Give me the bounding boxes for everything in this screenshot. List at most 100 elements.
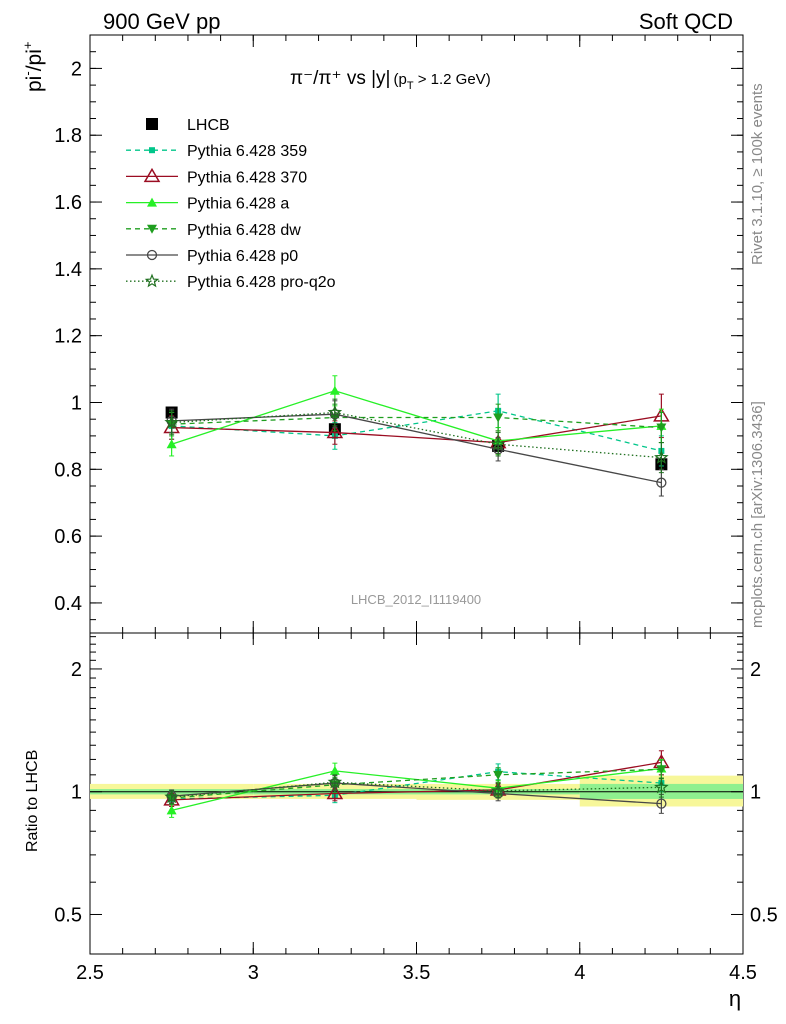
series-line: [171, 410, 662, 452]
ratio-data-point: [329, 765, 340, 775]
data-point: [329, 385, 340, 395]
ratio-y-tick-label-left: 1: [71, 782, 82, 804]
data-point: [654, 449, 669, 464]
ratio-y-tick-label-left: 0.5: [54, 904, 82, 926]
data-point: [490, 436, 506, 451]
rivet-label: Rivet 3.1.10, ≥ 100k events: [749, 83, 766, 265]
legend-marker: [144, 273, 160, 288]
legend-entry-pythia-6-428-dw: Pythia 6.428 dw: [126, 222, 301, 239]
legend-marker: [146, 118, 158, 130]
legend-marker: [147, 197, 157, 207]
ratio-data-point: [493, 770, 504, 780]
ratio-data-point: [656, 765, 667, 775]
data-point: [493, 413, 504, 423]
main-data: [163, 375, 670, 497]
main-title-cut: (p: [393, 71, 406, 88]
main-title-main: π⁻/π⁺ vs |y|: [290, 68, 390, 89]
main-title: π⁻/π⁺ vs |y| (pT > 1.2 GeV): [290, 68, 491, 92]
y-tick-label: 1: [71, 392, 82, 414]
legend-marker: [143, 167, 161, 183]
legend-label: Pythia 6.428 dw: [187, 222, 301, 239]
data-point: [326, 424, 344, 439]
legend-label: Pythia 6.428 370: [187, 169, 307, 186]
header-left: 900 GeV pp: [103, 9, 220, 34]
ratio-panel: 0.5 0.5 1 1 2 2 2.5 3 3.5 4 4.5 Ratio to LHCB η: [24, 632, 778, 1011]
main-panel: 0.4 0.6 0.8 1 1.2 1.4 1.6 1.8 2 LHCB_2012_I11194…: [20, 34, 744, 634]
ratio-series-line: [171, 781, 662, 798]
series-pythia-6-428-p0: [166, 400, 667, 497]
legend-entry-pythia-6-428-a: Pythia 6.428 a: [126, 196, 289, 213]
y-tick-label: 2: [71, 58, 82, 80]
legend-label: Pythia 6.428 a: [187, 196, 289, 213]
ratio-data-point: [326, 785, 344, 800]
series-pythia-6-428-370: [163, 393, 670, 455]
legend-entry-pythia-6-428-p0: Pythia 6.428 p0: [126, 248, 298, 265]
ratio-data-point: [164, 789, 179, 804]
ratio-ticks: 0.5 0.5 1 1 2 2 2.5 3 3.5 4 4.5: [54, 633, 778, 984]
y-tick-label: 0.6: [54, 526, 82, 548]
x-tick-label: 2.5: [76, 962, 104, 984]
y-tick-label: 1.2: [54, 326, 82, 348]
watermark: LHCB_2012_I1119400: [351, 592, 481, 607]
legend-entry-pythia-6-428-pro-q2o: Pythia 6.428 pro-q2o: [126, 273, 336, 291]
legend-entry-lhcb: LHCB: [146, 117, 230, 134]
main-title-cut-rest: > 1.2 GeV): [414, 71, 491, 88]
ratio-series-pythia-6-428-pro-q2o: [164, 774, 669, 805]
ratio-data-point: [656, 798, 667, 809]
x-axis-label: η: [729, 986, 741, 1011]
ratio-data-point: [166, 805, 177, 815]
ratio-data-point: [490, 783, 506, 798]
legend-entry-pythia-6-428-370: Pythia 6.428 370: [126, 167, 307, 186]
legend-marker: [149, 147, 155, 154]
ratio-data-point: [327, 774, 343, 789]
series-line: [171, 416, 662, 429]
x-tick-label: 3.5: [403, 962, 431, 984]
series-line: [171, 413, 662, 484]
ylabel-sup1: -: [20, 71, 35, 75]
main-ylabel: pi-/pi+: [20, 42, 46, 92]
y-tick-label: 0.4: [54, 593, 82, 615]
header-right: Soft QCD: [639, 9, 733, 34]
ratio-ylabel: Ratio to LHCB: [24, 750, 41, 852]
data-point: [656, 477, 667, 488]
series-pythia-6-428-a: [166, 375, 667, 457]
ratio-data: [163, 750, 670, 818]
legend-label: LHCB: [187, 117, 230, 134]
ratio-y-tick-label-right: 2: [750, 659, 761, 681]
series-pythia-6-428-pro-q2o: [164, 398, 669, 474]
ylabel-base1: pi: [23, 76, 46, 92]
data-point: [164, 414, 179, 429]
mcplots-label: mcplots.cern.ch [arXiv:1306.3436]: [749, 401, 766, 628]
series-line: [171, 415, 662, 444]
legend: LHCB Pythia 6.428 359 Pythia 6.428 370 Pyth…: [126, 117, 336, 291]
x-tick-label: 4: [574, 962, 585, 984]
legend-label: Pythia 6.428 p0: [187, 248, 298, 265]
data-point: [656, 423, 667, 433]
legend-marker: [146, 249, 158, 261]
ratio-series-line: [171, 768, 662, 799]
main-ticks: 0.4 0.6 0.8 1 1.2 1.4 1.6 1.8 2: [54, 35, 744, 633]
legend-label: Pythia 6.428 pro-q2o: [187, 274, 336, 291]
ylabel-sup2: +: [20, 42, 35, 50]
x-tick-label: 4.5: [729, 962, 757, 984]
ratio-y-tick-label-left: 2: [71, 659, 82, 681]
main-title-sub: T: [407, 80, 414, 92]
ratio-y-tick-label-right: 1: [750, 782, 761, 804]
series-line: [171, 411, 662, 459]
legend-entry-pythia-6-428-359: Pythia 6.428 359: [126, 143, 307, 160]
y-tick-label: 0.8: [54, 459, 82, 481]
data-point: [327, 404, 343, 419]
ratio-series-line: [171, 782, 662, 805]
x-tick-label: 3: [248, 962, 259, 984]
data-point: [166, 439, 177, 449]
ylabel-sep: /pi: [23, 49, 46, 71]
ratio-series-line: [171, 761, 662, 801]
y-tick-label: 1.8: [54, 125, 82, 147]
legend-label: Pythia 6.428 359: [187, 143, 307, 160]
y-tick-label: 1.6: [54, 192, 82, 214]
ratio-y-tick-label-right: 0.5: [750, 904, 778, 926]
y-tick-label: 1.4: [54, 259, 82, 281]
ratio-data-point: [654, 779, 669, 794]
legend-marker: [147, 224, 157, 234]
